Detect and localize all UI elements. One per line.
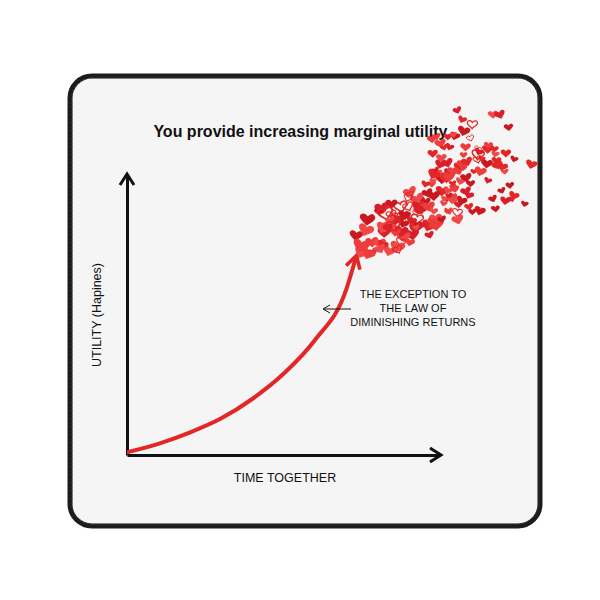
heart bbox=[421, 180, 431, 188]
heart bbox=[520, 201, 529, 208]
heart bbox=[460, 152, 468, 158]
heart bbox=[460, 186, 473, 197]
y-axis-line bbox=[126, 176, 129, 456]
heart bbox=[452, 106, 463, 115]
utility-curve bbox=[127, 259, 355, 452]
heart bbox=[426, 168, 441, 182]
x-axis-arrow bbox=[430, 448, 441, 462]
heart bbox=[464, 203, 474, 212]
heart bbox=[493, 109, 506, 121]
heart bbox=[405, 191, 414, 199]
heart bbox=[467, 120, 478, 128]
y-axis bbox=[127, 176, 128, 456]
heart bbox=[403, 194, 413, 203]
heart bbox=[427, 218, 436, 225]
heart bbox=[443, 208, 451, 215]
pad bbox=[70, 76, 540, 526]
heart bbox=[427, 150, 438, 159]
heart bbox=[457, 115, 468, 125]
heart bbox=[491, 205, 501, 213]
heart bbox=[421, 188, 434, 199]
heart bbox=[501, 150, 511, 158]
heart bbox=[488, 194, 499, 203]
heart bbox=[356, 222, 375, 239]
heart bbox=[450, 185, 460, 194]
heart bbox=[389, 240, 406, 255]
annotation: THE EXCEPTION TO THE LAW OF DIMINISHING RE… bbox=[323, 288, 476, 328]
heart bbox=[449, 131, 461, 141]
heart bbox=[466, 134, 475, 142]
plot-area bbox=[127, 259, 355, 452]
heart bbox=[460, 173, 473, 184]
annotation-line: THE EXCEPTION TO bbox=[360, 288, 467, 300]
heart bbox=[351, 238, 370, 255]
heart bbox=[439, 200, 448, 207]
heart bbox=[473, 147, 484, 157]
heart bbox=[483, 177, 493, 185]
heart bbox=[440, 144, 449, 152]
heart bbox=[392, 245, 404, 255]
y-axis-title: UTILITY (Hapines) bbox=[90, 263, 104, 367]
heart bbox=[429, 178, 436, 184]
annotation-arrow bbox=[323, 305, 351, 313]
heart bbox=[525, 159, 538, 170]
heart bbox=[444, 172, 455, 181]
heart bbox=[449, 180, 457, 187]
heart bbox=[497, 186, 507, 195]
heart bbox=[412, 209, 420, 217]
x-axis-title: TIME TOGETHER bbox=[234, 471, 336, 485]
heart bbox=[429, 208, 438, 216]
heart bbox=[509, 155, 519, 163]
annotation-line: DIMINISHING RETURNS bbox=[350, 316, 475, 328]
heart bbox=[451, 214, 465, 226]
heart bbox=[495, 161, 508, 173]
heart bbox=[373, 243, 387, 256]
heart bbox=[460, 156, 474, 168]
heart bbox=[385, 218, 403, 234]
heart bbox=[499, 196, 511, 206]
heart bbox=[490, 150, 500, 158]
x-axis-line bbox=[128, 454, 441, 457]
heart bbox=[404, 238, 415, 248]
heart bbox=[505, 182, 514, 189]
heart bbox=[504, 123, 514, 131]
x-axis bbox=[128, 455, 441, 456]
heart bbox=[359, 213, 376, 226]
heart bbox=[445, 193, 453, 199]
y-axis-arrow bbox=[120, 174, 134, 185]
heart bbox=[437, 215, 448, 224]
annotation-line: THE LAW OF bbox=[380, 302, 447, 314]
background bbox=[0, 0, 600, 600]
chart-root: You provide increasing marginal utility.… bbox=[0, 0, 600, 600]
heart bbox=[424, 231, 435, 240]
heart bbox=[444, 207, 455, 217]
heart bbox=[402, 201, 415, 212]
heart bbox=[460, 143, 471, 151]
heart bbox=[450, 132, 458, 139]
pad-stitch bbox=[72, 78, 538, 524]
heart bbox=[417, 221, 427, 230]
heart bbox=[473, 166, 487, 178]
title: You provide increasing marginal utility. bbox=[153, 123, 450, 140]
heart bbox=[475, 208, 482, 214]
hearts bbox=[349, 106, 538, 262]
